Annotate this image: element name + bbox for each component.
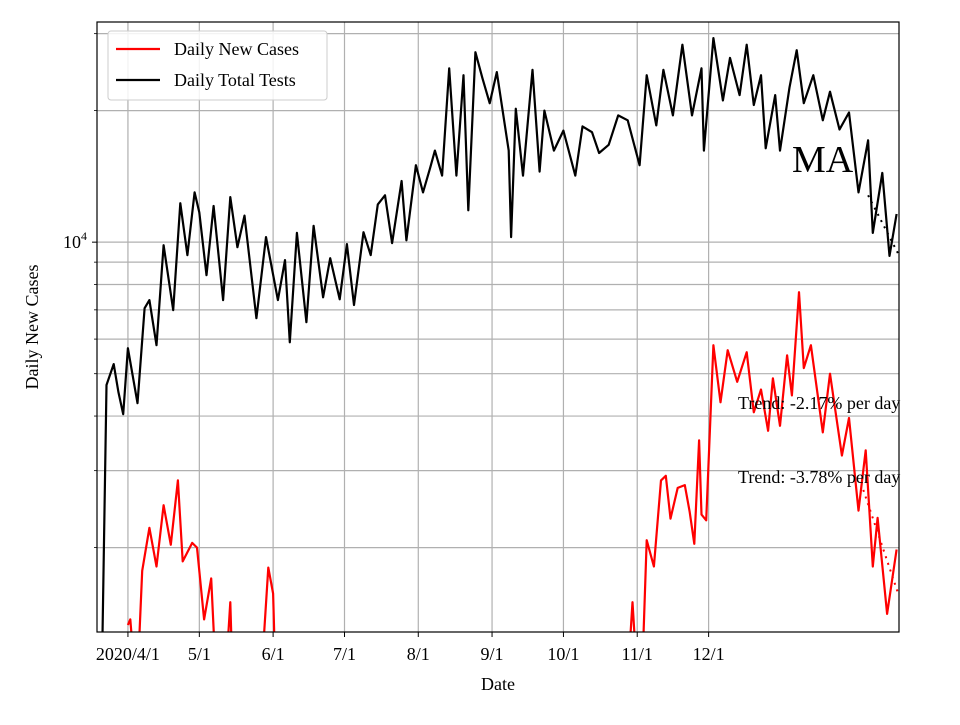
trend-label-tests: Trend: -2.17% per day bbox=[738, 393, 900, 413]
plot-frame bbox=[96, 21, 900, 633]
legend: Daily New Cases Daily Total Tests bbox=[107, 30, 328, 101]
y-tick-label: 104 bbox=[63, 229, 87, 252]
series-layer bbox=[101, 36, 899, 632]
legend-label-tests: Daily Total Tests bbox=[174, 70, 296, 90]
x-tick-label: 11/1 bbox=[622, 644, 653, 664]
x-tick-label: 2020/4/1 bbox=[96, 644, 160, 664]
grid bbox=[97, 22, 899, 632]
x-tick-label: 5/1 bbox=[188, 644, 211, 664]
series-line-daily-new-cases bbox=[126, 291, 898, 632]
x-tick-label: 10/1 bbox=[547, 644, 579, 664]
series-line-daily-total-tests bbox=[101, 36, 898, 632]
legend-label-cases: Daily New Cases bbox=[174, 39, 299, 59]
x-tick-label: 6/1 bbox=[262, 644, 285, 664]
x-tick-label: 12/1 bbox=[693, 644, 725, 664]
x-axis-label: Date bbox=[481, 674, 515, 694]
y-axis-label: Daily New Cases bbox=[22, 265, 42, 390]
ticks: 2020/4/1 5/1 6/1 7/1 8/1 9/1 10/1 11/1 12/1 104 bbox=[63, 33, 725, 664]
x-tick-label: 8/1 bbox=[407, 644, 430, 664]
trend-label-cases: Trend: -3.78% per day bbox=[738, 467, 900, 487]
trend-line-daily-total-tests bbox=[867, 194, 899, 256]
legend-box bbox=[107, 30, 328, 101]
annotation-ma: MA bbox=[792, 139, 854, 181]
x-tick-label: 7/1 bbox=[333, 644, 356, 664]
x-tick-label: 9/1 bbox=[481, 644, 504, 664]
